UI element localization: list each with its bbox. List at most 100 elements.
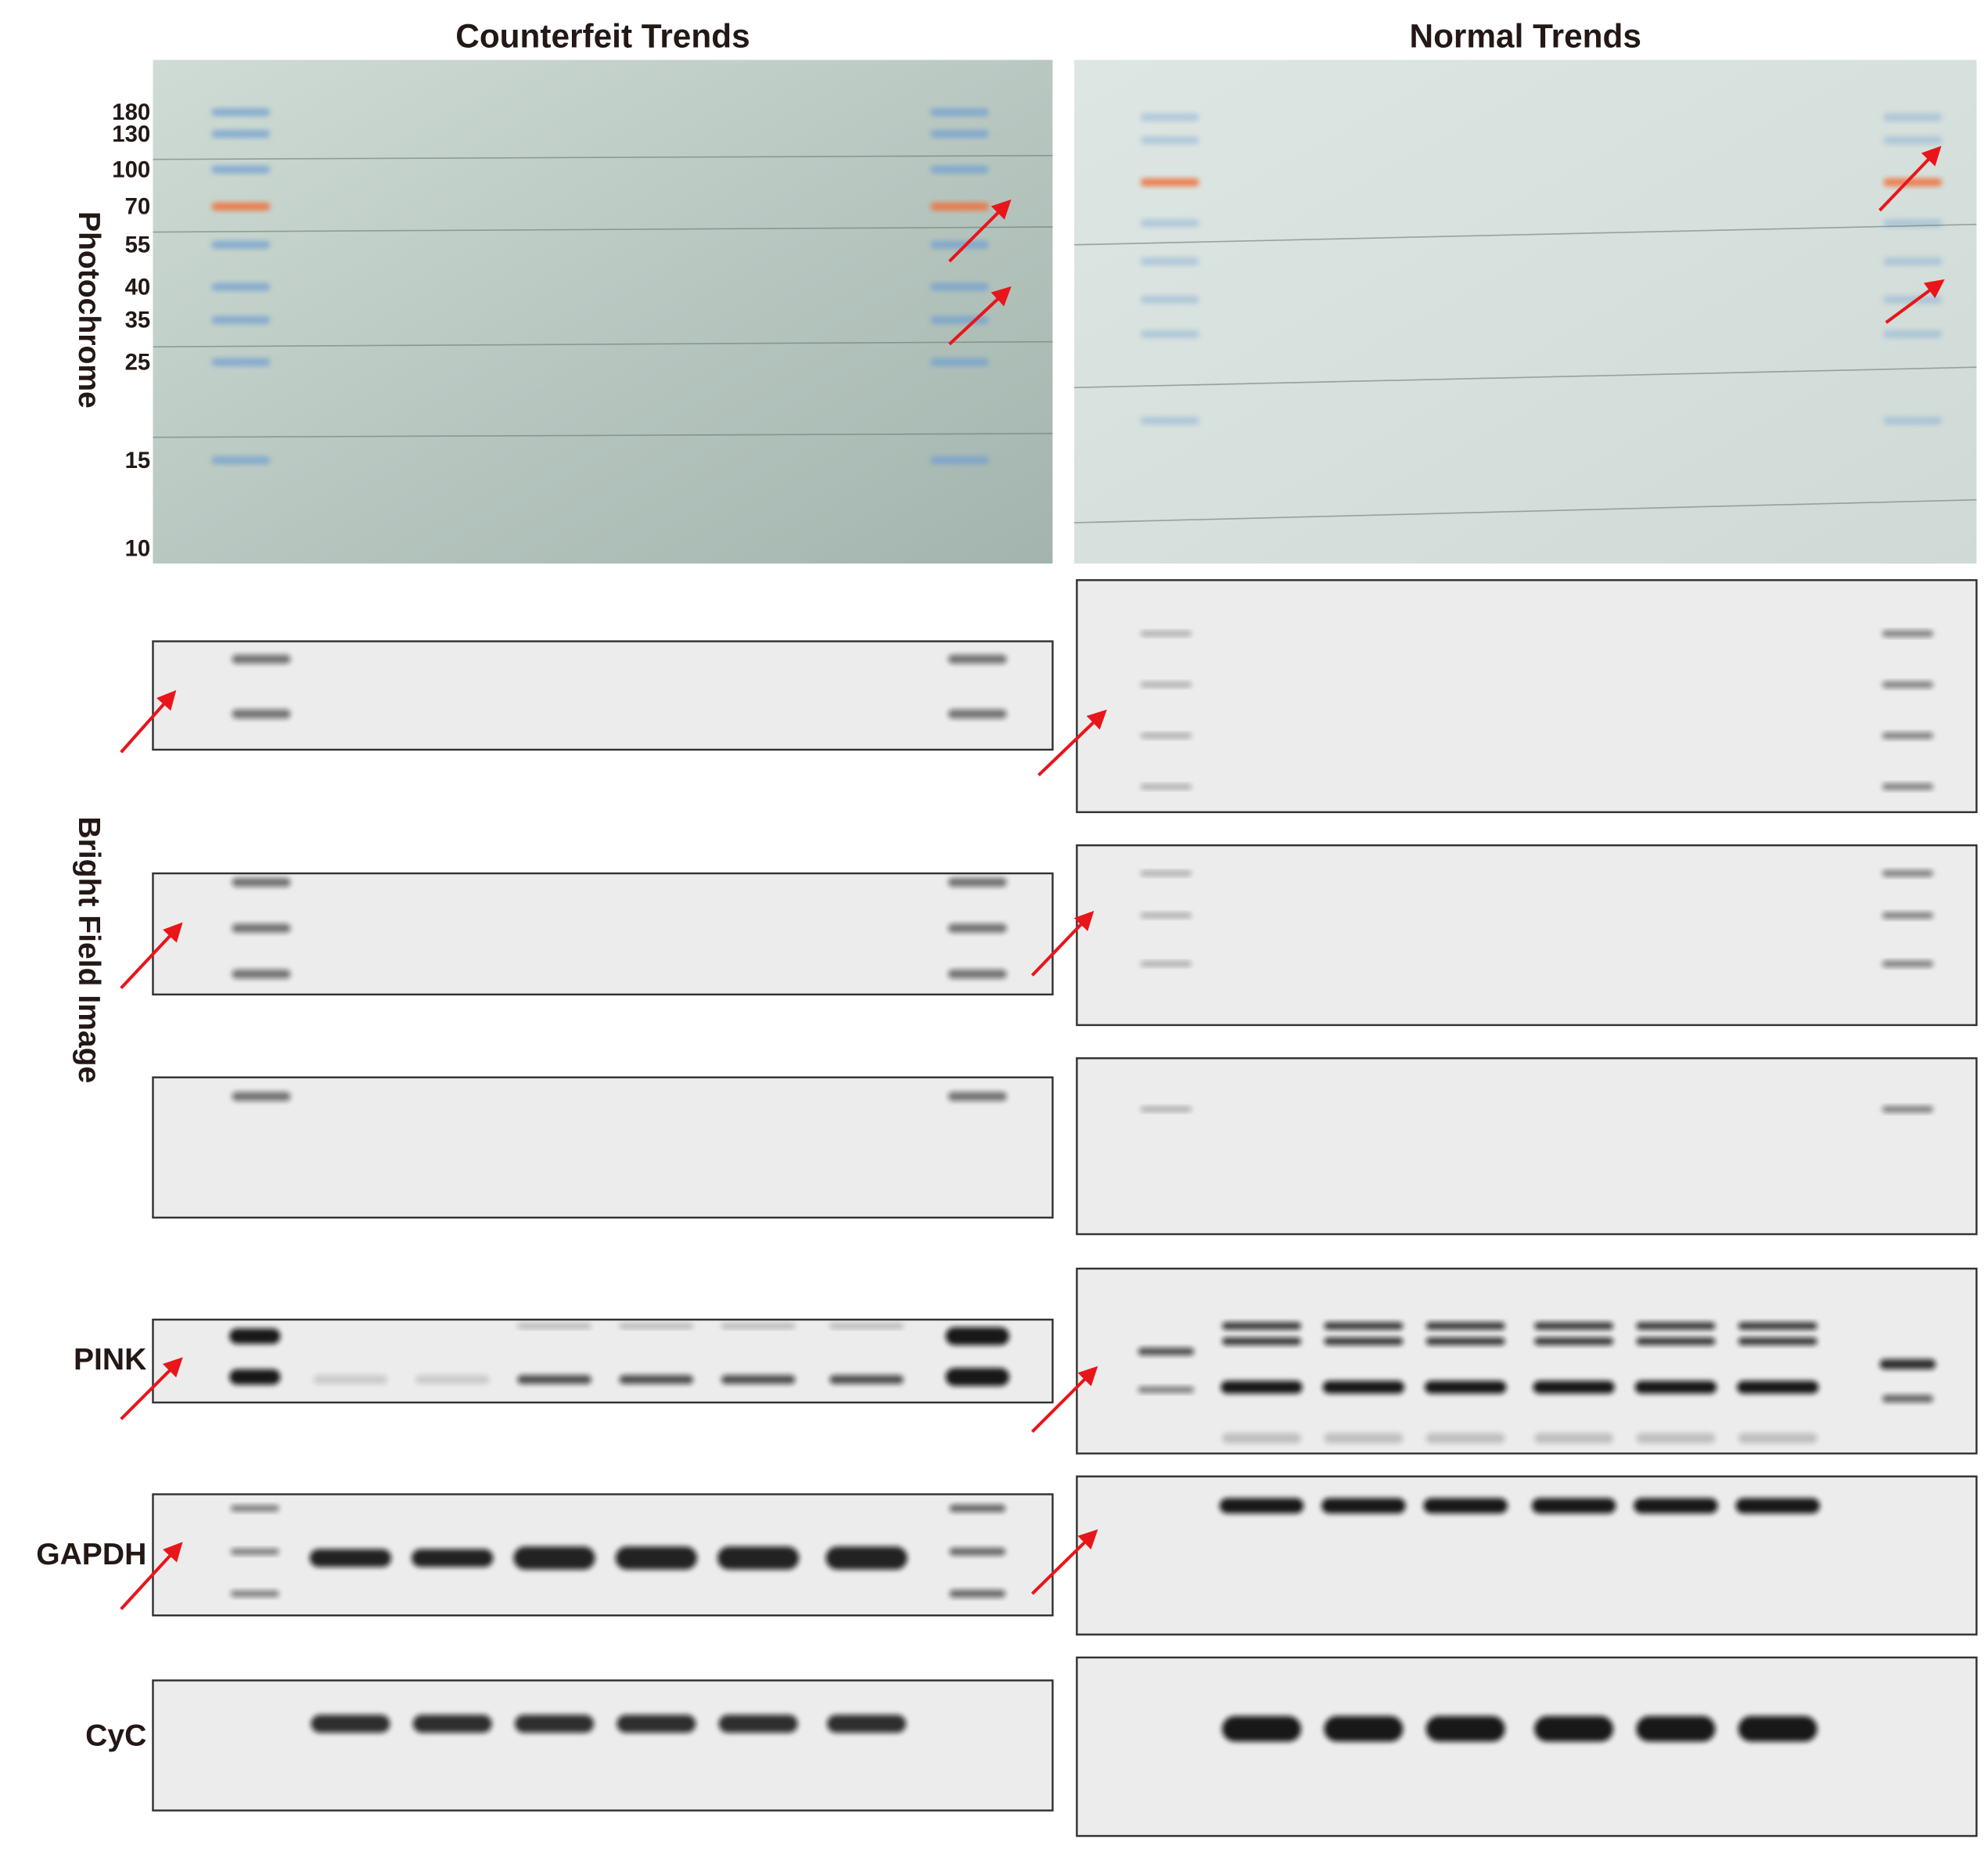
blot-band xyxy=(232,1092,291,1101)
blot-band xyxy=(230,1548,279,1555)
arrow xyxy=(120,1542,183,1611)
blot-band xyxy=(229,1328,281,1344)
arrow xyxy=(120,1357,183,1420)
ladder-band xyxy=(930,240,989,249)
ladder-band xyxy=(1883,113,1943,121)
blot-band xyxy=(313,1375,388,1384)
arrow xyxy=(1885,279,1945,324)
blot-band xyxy=(1140,631,1192,636)
blot-panel xyxy=(1076,1656,1978,1837)
arrow xyxy=(120,689,177,754)
ladder-band xyxy=(930,456,989,465)
blot-band xyxy=(1425,1433,1505,1444)
photochrome-membrane xyxy=(153,59,1053,564)
blot-band xyxy=(1222,1715,1302,1742)
blot-band xyxy=(1738,1322,1817,1330)
blot-band xyxy=(1140,912,1192,919)
blot-band xyxy=(232,923,291,933)
blot-band xyxy=(1425,1337,1505,1345)
blot-band xyxy=(619,1323,694,1329)
blot-band xyxy=(1222,1322,1302,1330)
blot-band xyxy=(1140,1107,1192,1112)
blot-panel xyxy=(1076,579,1978,814)
blot-band xyxy=(1534,1433,1614,1444)
blot-band xyxy=(1138,1348,1195,1355)
arrow xyxy=(1030,1529,1098,1595)
ladder-band xyxy=(211,456,271,465)
row-label: GAPDH xyxy=(36,1538,146,1571)
blot-band xyxy=(1324,1322,1404,1330)
blot-band xyxy=(1534,1322,1614,1330)
arrow xyxy=(1037,709,1107,777)
blot-band xyxy=(1140,961,1192,966)
blot-panel xyxy=(1076,1267,1978,1455)
blot-panel xyxy=(1076,1057,1978,1236)
ladder-band xyxy=(930,283,989,291)
blot-band xyxy=(717,1546,800,1570)
marker-label: 40 xyxy=(125,274,151,300)
marker-label: 35 xyxy=(125,308,151,333)
blot-band xyxy=(1879,1359,1936,1370)
ladder-band xyxy=(211,165,271,174)
blot-band xyxy=(1140,732,1192,739)
blot-band xyxy=(619,1375,694,1384)
blot-band xyxy=(1738,1337,1817,1345)
blot-band xyxy=(1533,1380,1615,1394)
blot-band xyxy=(945,1327,1010,1345)
blot-band xyxy=(1634,1380,1717,1394)
blot-band xyxy=(1324,1715,1404,1742)
blot-band xyxy=(515,1715,595,1733)
arrow xyxy=(1878,146,1942,212)
blot-band xyxy=(1634,1498,1718,1513)
blot-band xyxy=(947,877,1007,887)
blot-band xyxy=(1423,1498,1508,1513)
blot-panel xyxy=(152,1493,1054,1617)
blot-band xyxy=(1636,1715,1716,1742)
blot-band xyxy=(945,1368,1010,1386)
blot-band xyxy=(1425,1715,1505,1742)
blot-band xyxy=(1636,1322,1716,1330)
blot-panel xyxy=(152,1679,1054,1812)
column-title: Normal Trends xyxy=(1409,17,1641,54)
blot-band xyxy=(1738,1715,1817,1742)
ladder-band xyxy=(1140,416,1199,425)
arrow xyxy=(1030,1366,1098,1434)
column-title: Counterfeit Trends xyxy=(455,17,750,54)
blot-band xyxy=(1737,1380,1819,1394)
membrane-edge xyxy=(1074,223,1977,246)
ladder-band xyxy=(930,130,989,138)
membrane-edge xyxy=(153,226,1053,233)
blot-band xyxy=(1882,630,1933,637)
ladder-band xyxy=(1883,416,1943,425)
blot-band xyxy=(947,923,1007,933)
ladder-band xyxy=(1883,178,1943,186)
membrane-edge xyxy=(153,154,1053,160)
blot-band xyxy=(829,1375,904,1384)
blot-band xyxy=(827,1715,907,1733)
section-label: Bright Field Image xyxy=(72,816,106,1083)
blot-band xyxy=(517,1375,591,1384)
blot-band xyxy=(1738,1433,1817,1444)
blot-band xyxy=(1531,1498,1616,1513)
blot-band xyxy=(1222,1433,1302,1444)
blot-band xyxy=(412,1715,492,1733)
blot-band xyxy=(1534,1715,1614,1742)
ladder-band xyxy=(930,358,989,366)
blot-band xyxy=(825,1546,908,1570)
membrane-edge xyxy=(153,433,1053,438)
blot-band xyxy=(1138,1386,1195,1393)
blot-band xyxy=(1219,1498,1304,1513)
blot-band xyxy=(1425,1380,1507,1394)
blot-band xyxy=(1324,1433,1404,1444)
ladder-band xyxy=(1140,257,1199,265)
blot-band xyxy=(1321,1498,1406,1513)
marker-label: 10 xyxy=(125,535,151,561)
blot-band xyxy=(1636,1337,1716,1345)
ladder-band xyxy=(930,203,989,211)
blot-band xyxy=(1882,1395,1933,1403)
marker-label: 55 xyxy=(125,232,151,258)
membrane-edge xyxy=(153,340,1053,347)
ladder-band xyxy=(1140,178,1199,186)
ladder-band xyxy=(211,203,271,211)
blot-band xyxy=(615,1546,697,1570)
